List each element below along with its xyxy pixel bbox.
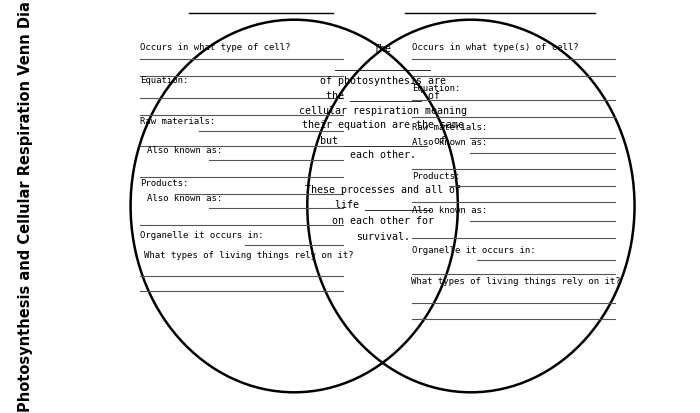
Text: Products:: Products:: [412, 172, 461, 181]
Text: survival.: survival.: [356, 232, 410, 242]
Text: These processes and all of: These processes and all of: [304, 184, 461, 194]
Text: Occurs in what type of cell?: Occurs in what type of cell?: [141, 43, 291, 52]
Text: life ___________: life ___________: [335, 199, 430, 209]
Text: Occurs in what type(s) of cell?: Occurs in what type(s) of cell?: [412, 43, 579, 52]
Text: Organelle it occurs in:: Organelle it occurs in:: [141, 230, 264, 240]
Text: but ______________ of: but ______________ of: [320, 135, 446, 145]
Text: Also known as:: Also known as:: [147, 193, 222, 202]
Text: ________________: ________________: [335, 61, 430, 71]
Text: The: The: [374, 44, 391, 54]
Text: Products:: Products:: [141, 179, 189, 188]
Text: Photosynthesis and Cellular Respiration Venn Dia: Photosynthesis and Cellular Respiration …: [18, 2, 32, 411]
Text: Organelle it occurs in:: Organelle it occurs in:: [412, 245, 536, 254]
Text: their equation are the same: their equation are the same: [302, 120, 463, 130]
Text: each other.: each other.: [349, 150, 416, 160]
Text: Raw materials:: Raw materials:: [412, 123, 487, 132]
Text: Also known as:: Also known as:: [412, 206, 487, 215]
Text: Raw materials:: Raw materials:: [141, 117, 216, 126]
Text: on each other for: on each other for: [332, 216, 433, 226]
Text: Equation:: Equation:: [412, 84, 461, 93]
Text: cellular respiration meaning: cellular respiration meaning: [299, 106, 467, 116]
Text: Equation:: Equation:: [141, 76, 189, 85]
Text: What types of living things rely on it?: What types of living things rely on it?: [144, 250, 354, 259]
Text: the ____________ of: the ____________ of: [326, 90, 440, 101]
Text: Also known as:: Also known as:: [147, 146, 222, 155]
Text: What types of living things rely on it?: What types of living things rely on it?: [411, 277, 620, 286]
Text: Also known as:: Also known as:: [412, 138, 487, 147]
Text: of photosynthesis are: of photosynthesis are: [320, 76, 446, 85]
